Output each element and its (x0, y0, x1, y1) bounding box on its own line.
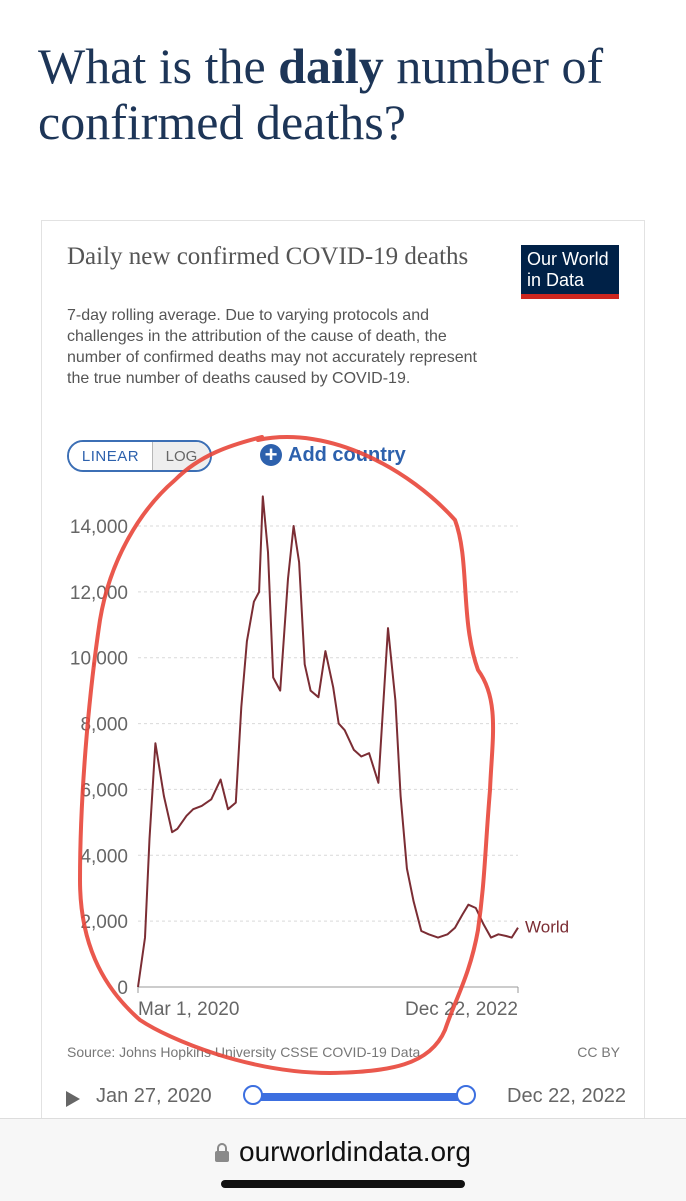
chart-card: Daily new confirmed COVID-19 deaths 7-da… (41, 220, 645, 1121)
y-tick-label: 6,000 (80, 780, 128, 801)
source-note[interactable]: Source: Johns Hopkins University CSSE CO… (67, 1044, 421, 1060)
series-label-world: World (525, 918, 569, 937)
lock-icon (215, 1143, 230, 1162)
url-text: ourworldindata.org (239, 1136, 471, 1167)
series-line-world (137, 495, 519, 988)
y-tick-label: 10,000 (70, 649, 128, 670)
annotation-circle (77, 435, 496, 1076)
timeline: Jan 27, 2020 Dec 22, 2022 (66, 1083, 626, 1113)
log-scale-button[interactable]: LOG (153, 442, 210, 470)
chart-subtitle: 7-day rolling average. Due to varying pr… (67, 307, 477, 387)
y-tick-label: 12,000 (70, 583, 128, 604)
timeline-end-handle[interactable] (456, 1085, 476, 1105)
timeline-end-label: Dec 22, 2022 (507, 1085, 626, 1107)
y-tick-label: 8,000 (80, 715, 128, 736)
logo-line-1: Our World (527, 249, 609, 269)
license-link[interactable]: CC BY (577, 1044, 620, 1060)
line-chart: 0 2,000 4,000 6,000 8,000 10,000 12,000 14,000 M… (70, 435, 569, 1076)
logo-line-2: in Data (527, 270, 585, 290)
timeline-start-label: Jan 27, 2020 (96, 1085, 212, 1107)
linear-scale-button[interactable]: LINEAR (69, 442, 153, 470)
headline-emphasis: daily (278, 38, 384, 94)
scale-toggle: LINEAR LOG (67, 440, 212, 472)
chart-title: Daily new confirmed COVID-19 deaths (67, 243, 469, 270)
timeline-start-handle[interactable] (243, 1085, 263, 1105)
y-tick-label: 4,000 (80, 846, 128, 867)
timeline-track[interactable] (253, 1093, 466, 1101)
owid-logo[interactable]: Our World in Data (521, 245, 619, 299)
browser-bar: ourworldindata.org (0, 1118, 686, 1201)
play-icon[interactable] (66, 1091, 80, 1107)
y-tick-label: 2,000 (80, 912, 128, 933)
y-tick-label: 0 (117, 978, 128, 999)
y-tick-label: 14,000 (70, 517, 128, 538)
x-tick-label-end: Dec 22, 2022 (405, 999, 518, 1020)
plus-circle-icon: + (260, 444, 282, 466)
page-title: What is the daily number of confirmed de… (38, 38, 604, 150)
home-indicator (221, 1180, 465, 1188)
x-tick-label-start: Mar 1, 2020 (138, 999, 239, 1020)
url-bar[interactable]: ourworldindata.org (0, 1136, 686, 1168)
